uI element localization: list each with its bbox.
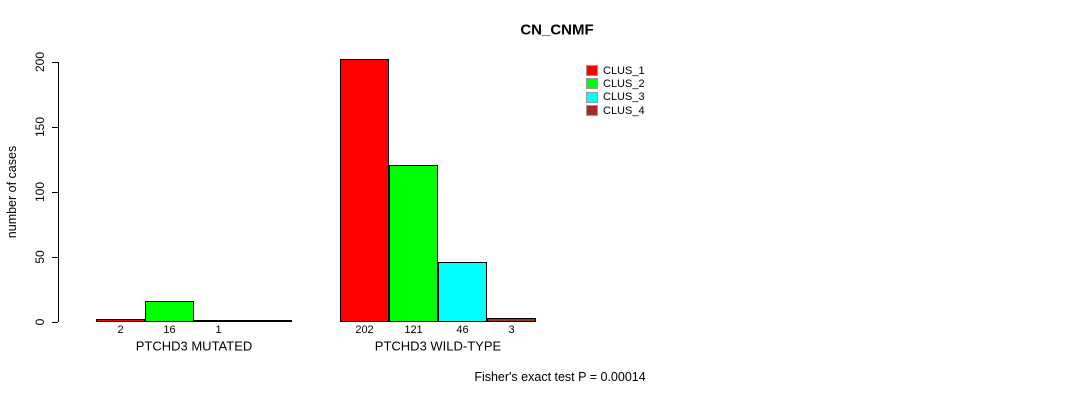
- legend-swatch: [586, 78, 598, 90]
- legend-label: CLUS_4: [603, 104, 645, 117]
- bar: [340, 59, 389, 322]
- y-tick-label: 50: [33, 250, 47, 264]
- bar-value-label: 2: [117, 324, 124, 336]
- y-tick-mark: [52, 192, 58, 193]
- group-label: PTCHD3 WILD-TYPE: [374, 338, 502, 354]
- legend-item: CLUS_3: [586, 91, 645, 104]
- bar-value-label: 202: [355, 324, 374, 336]
- chart-title: CN_CNMF: [520, 21, 594, 39]
- y-tick-label: 150: [33, 116, 47, 138]
- legend-label: CLUS_3: [603, 91, 645, 104]
- bar-value-label: 1: [215, 324, 222, 336]
- bar: [438, 262, 487, 322]
- fisher-test-annotation: Fisher's exact test P = 0.00014: [474, 370, 646, 384]
- y-tick-mark: [52, 62, 58, 63]
- bar-value-label: 121: [404, 324, 423, 336]
- legend-item: CLUS_4: [586, 104, 645, 117]
- bar: [243, 320, 292, 322]
- legend: CLUS_1 CLUS_2 CLUS_3 CLUS_4: [586, 64, 645, 117]
- bar-value-label: 16: [163, 324, 176, 336]
- bar: [194, 320, 243, 322]
- legend-label: CLUS_2: [603, 77, 645, 90]
- y-tick-mark: [52, 127, 58, 128]
- bar: [487, 318, 536, 322]
- bar-value-label: 46: [456, 324, 469, 336]
- bar: [96, 319, 145, 322]
- y-tick-label: 0: [33, 318, 47, 326]
- y-axis-line: [58, 62, 59, 322]
- bar-value-label: 3: [508, 324, 515, 336]
- legend-item: CLUS_2: [586, 77, 645, 90]
- bar: [145, 301, 194, 322]
- legend-swatch: [586, 105, 598, 117]
- legend-label: CLUS_1: [603, 64, 645, 77]
- y-tick-mark: [52, 257, 58, 258]
- legend-swatch: [586, 65, 598, 77]
- y-axis-label: number of cases: [5, 145, 19, 239]
- legend-swatch: [586, 91, 598, 103]
- legend-item: CLUS_1: [586, 64, 645, 77]
- y-tick-mark: [52, 322, 58, 323]
- bar: [389, 165, 438, 322]
- y-tick-label: 200: [33, 51, 47, 73]
- y-tick-label: 100: [33, 181, 47, 203]
- group-label: PTCHD3 MUTATED: [135, 338, 253, 354]
